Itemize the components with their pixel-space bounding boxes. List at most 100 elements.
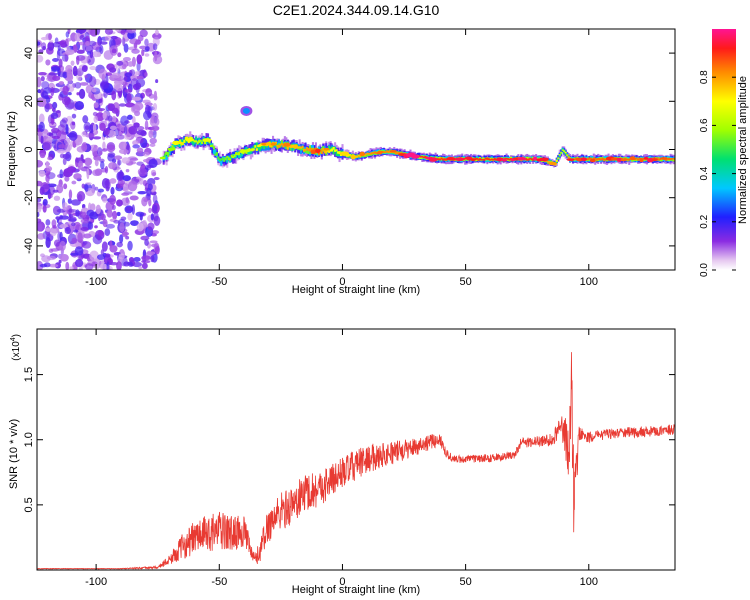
noise-blob xyxy=(106,144,116,153)
noise-blob xyxy=(99,122,106,131)
ridge-segment xyxy=(483,158,486,161)
noise-blob xyxy=(123,43,129,53)
ridge-segment xyxy=(252,148,255,151)
noise-blob xyxy=(45,161,50,169)
ridge-hotspot xyxy=(539,157,549,162)
ridge-segment xyxy=(245,146,248,152)
ridge-segment xyxy=(359,155,362,158)
ridge-segment xyxy=(214,153,217,156)
noise-blob xyxy=(152,172,157,176)
ridge-segment xyxy=(199,141,202,146)
ridge-segment xyxy=(489,159,492,161)
noise-blob xyxy=(131,116,136,125)
noise-blob xyxy=(130,78,139,87)
ridge-segment xyxy=(508,158,511,161)
ridge-segment xyxy=(285,144,288,150)
ridge-hotspot xyxy=(659,157,668,160)
noise-blob xyxy=(105,223,115,229)
snr-xlabel: Height of straight line (km) xyxy=(292,584,420,596)
ridge-segment xyxy=(212,146,215,150)
ridge-segment xyxy=(439,156,442,160)
ridge-segment xyxy=(555,159,558,162)
ridge-segment xyxy=(254,145,257,148)
ridge-segment xyxy=(217,156,220,160)
noise-blob xyxy=(84,263,94,270)
ridge-segment xyxy=(419,156,422,158)
ridge-segment xyxy=(187,140,190,144)
ridge-segment xyxy=(574,157,578,160)
ridge-segment xyxy=(240,151,244,157)
spectrogram-panel: -100 -50 0 50 100 -40 -20 0 20 40 Height of strai… xyxy=(6,28,676,296)
ridge-segment xyxy=(165,155,168,161)
noise-blob xyxy=(61,96,71,106)
snr-ytick-label: 1.5 xyxy=(23,367,35,382)
noise-blob xyxy=(121,157,130,164)
noise-blob xyxy=(94,168,103,176)
ridge-segment xyxy=(301,145,304,149)
noise-blob xyxy=(115,84,124,92)
ridge-segment xyxy=(561,149,564,151)
ridge-segment xyxy=(623,157,626,160)
noise-blob xyxy=(99,150,103,156)
ridge-segment xyxy=(603,158,606,161)
noise-blob xyxy=(37,76,42,88)
ridge-segment xyxy=(486,157,489,160)
ridge-segment xyxy=(303,148,306,152)
noise-blob xyxy=(84,44,94,53)
noise-blob xyxy=(123,125,128,135)
ridge-hotspot xyxy=(159,156,166,160)
ridge-segment xyxy=(601,157,604,161)
noise-blob xyxy=(108,162,117,170)
noise-blob xyxy=(76,49,85,54)
ridge-segment xyxy=(178,139,181,143)
noise-blob xyxy=(56,130,67,142)
noise-blob xyxy=(100,80,110,90)
spectrogram-ytick-label: -40 xyxy=(23,238,35,254)
noise-blob xyxy=(111,90,117,101)
figure-title: C2E1.2024.344.09.14.G10 xyxy=(273,2,440,18)
ridge-segment xyxy=(195,136,198,142)
noise-blob xyxy=(133,256,141,262)
colorbar-ticks: 0.0 0.2 0.4 0.6 0.8 xyxy=(699,70,736,277)
ridge-hotspot xyxy=(164,151,170,155)
ridge-segment xyxy=(345,154,348,157)
ridge-segment xyxy=(566,154,569,156)
ridge-segment xyxy=(229,153,232,159)
ridge-segment xyxy=(258,144,261,147)
noise-blob xyxy=(50,248,60,252)
ridge-segment xyxy=(230,154,233,158)
noise-blob xyxy=(112,210,118,220)
spectrogram-xtick-label: 50 xyxy=(459,276,471,288)
ridge-segment xyxy=(397,151,400,155)
ridge-segment xyxy=(184,136,187,141)
ridge-segment xyxy=(440,157,443,160)
ridge-segment xyxy=(560,151,563,154)
noise-blob xyxy=(65,31,70,38)
noise-blob xyxy=(100,213,106,221)
noise-blob xyxy=(122,56,131,62)
ridge-segment xyxy=(548,161,551,163)
noise-blob xyxy=(144,46,150,52)
noise-blob xyxy=(111,48,117,54)
ridge-segment xyxy=(671,158,674,160)
ridge-segment xyxy=(172,143,176,149)
ridge-segment xyxy=(220,158,223,161)
ridge-segment xyxy=(437,158,440,161)
noise-blob xyxy=(137,190,148,195)
ridge-hotspot xyxy=(389,150,397,153)
noise-blob xyxy=(116,211,121,217)
ridge-segment xyxy=(181,142,184,146)
ridge-segment xyxy=(369,152,372,155)
noise-blob xyxy=(64,175,70,182)
ridge-hotspot xyxy=(651,158,658,162)
noise-blob xyxy=(76,145,86,153)
ridge-segment xyxy=(211,144,214,148)
ridge-segment xyxy=(638,157,641,160)
noise-blob xyxy=(41,91,49,99)
ridge-segment xyxy=(424,155,427,159)
noise-blob xyxy=(149,143,156,147)
colorbar-tick-label: 0.6 xyxy=(699,118,710,132)
spectrogram-xtick-label: 0 xyxy=(339,276,345,288)
ridge-segment xyxy=(418,155,421,159)
